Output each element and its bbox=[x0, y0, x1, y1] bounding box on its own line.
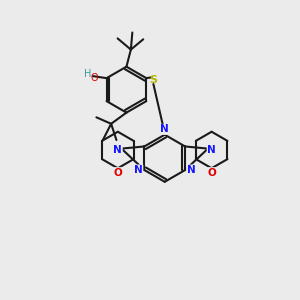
Text: N: N bbox=[160, 124, 169, 134]
Text: S: S bbox=[149, 75, 158, 85]
Text: O: O bbox=[207, 168, 216, 178]
Text: O: O bbox=[90, 73, 98, 82]
Text: O: O bbox=[113, 168, 122, 178]
Text: N: N bbox=[134, 165, 143, 175]
Text: N: N bbox=[187, 165, 195, 175]
Text: H: H bbox=[84, 69, 92, 79]
Text: N: N bbox=[113, 145, 122, 155]
Text: N: N bbox=[207, 145, 216, 155]
